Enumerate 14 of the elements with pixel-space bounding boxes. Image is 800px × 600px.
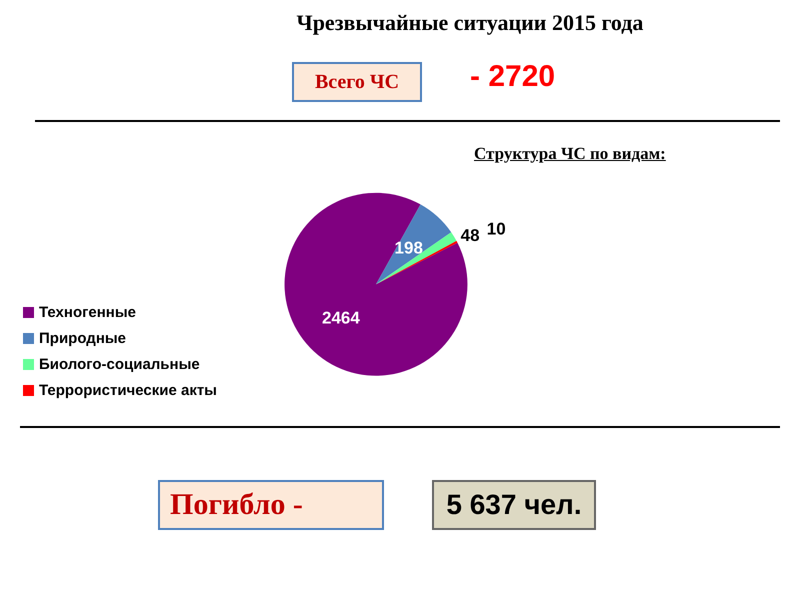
chart-title: Чрезвычайные ситуации 2015 года xyxy=(296,10,644,36)
data-label: 198 xyxy=(394,238,423,258)
data-label: 10 xyxy=(486,219,506,238)
text: - 2720 xyxy=(470,60,556,94)
data-label: 2464 xyxy=(322,308,360,328)
legend-label: Техногенные xyxy=(39,304,136,321)
legend-label: Природные xyxy=(39,330,126,347)
data-label: 48 xyxy=(460,226,480,245)
text: 5 637 чел. xyxy=(432,480,596,530)
legend-label: Террористические акты xyxy=(39,382,217,399)
legend-label: Биолого-социальные xyxy=(39,356,200,373)
text: Погибло - xyxy=(158,480,384,530)
text: Всего ЧС xyxy=(292,62,422,102)
text: Структура ЧС по видам: xyxy=(474,144,666,164)
